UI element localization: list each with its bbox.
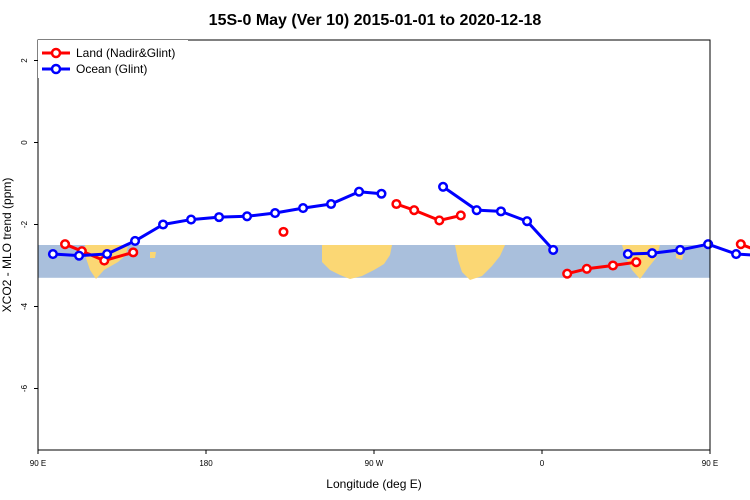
series-ocean [47, 181, 750, 261]
data-point [522, 216, 533, 227]
data-point [548, 244, 559, 255]
data-point [130, 235, 141, 246]
y-tick-label: -6 [20, 384, 29, 392]
y-axis-label: XCO2 - MLO trend (ppm) [0, 178, 14, 313]
data-point [562, 268, 573, 279]
legend-label-land: Land (Nadir&Glint) [76, 46, 175, 60]
x-tick-label: 90 E [30, 459, 46, 468]
data-point [128, 247, 139, 258]
legend-box [38, 40, 188, 78]
data-point [731, 248, 742, 260]
x-tick-label: 180 [199, 459, 213, 468]
data-point [376, 188, 387, 199]
data-point [409, 205, 420, 216]
data-point [631, 257, 642, 268]
data-point [47, 248, 58, 260]
data-point [60, 239, 71, 250]
series-line [566, 260, 637, 276]
data-point [298, 203, 309, 214]
data-point [354, 186, 365, 197]
x-axis-label: Longitude (deg E) [326, 477, 421, 491]
data-point [186, 214, 197, 225]
data-point [270, 207, 281, 219]
data-point [214, 212, 225, 223]
y-tick-label: -2 [20, 220, 29, 228]
data-point [495, 206, 506, 217]
x-tick-label: 0 [540, 459, 545, 468]
legend-marker-ocean [50, 63, 62, 75]
series-layer [47, 181, 750, 279]
land-shape [150, 252, 156, 258]
chart-title: 15S-0 May (Ver 10) 2015-01-01 to 2020-12… [209, 12, 542, 29]
land-shape [322, 245, 392, 279]
series-line [627, 242, 750, 257]
data-point [647, 248, 658, 259]
data-point [391, 198, 402, 210]
data-point [102, 248, 113, 260]
data-point [455, 210, 466, 221]
data-point [242, 211, 253, 222]
data-point [471, 205, 482, 216]
data-point [434, 215, 445, 226]
legend-marker-land [50, 47, 62, 59]
data-point [326, 198, 337, 210]
data-point [158, 219, 169, 230]
data-point [622, 248, 633, 260]
data-point [581, 263, 592, 274]
x-tick-label: 90 W [365, 459, 384, 468]
data-point [675, 244, 686, 255]
x-axis: 90 E 180 90 W 0 90 E [30, 450, 718, 468]
data-point [74, 250, 85, 261]
legend-item-ocean: Ocean (Glint) [42, 62, 147, 76]
data-point [607, 260, 618, 271]
legend-item-land: Land (Nadir&Glint) [42, 46, 175, 60]
data-point [438, 181, 449, 192]
legend: Land (Nadir&Glint) Ocean (Glint) [38, 40, 188, 78]
land-shape [455, 245, 505, 280]
y-tick-label: 0 [20, 140, 29, 145]
legend-label-ocean: Ocean (Glint) [76, 62, 147, 76]
y-axis: 2 0 -2 -4 -6 [20, 58, 38, 392]
series-line [395, 202, 462, 222]
data-point [703, 239, 714, 250]
x-tick-label: 90 E [702, 459, 718, 468]
data-point [735, 239, 746, 250]
y-tick-label: 2 [20, 58, 29, 63]
y-tick-label: -4 [20, 302, 29, 310]
data-point [278, 226, 289, 237]
